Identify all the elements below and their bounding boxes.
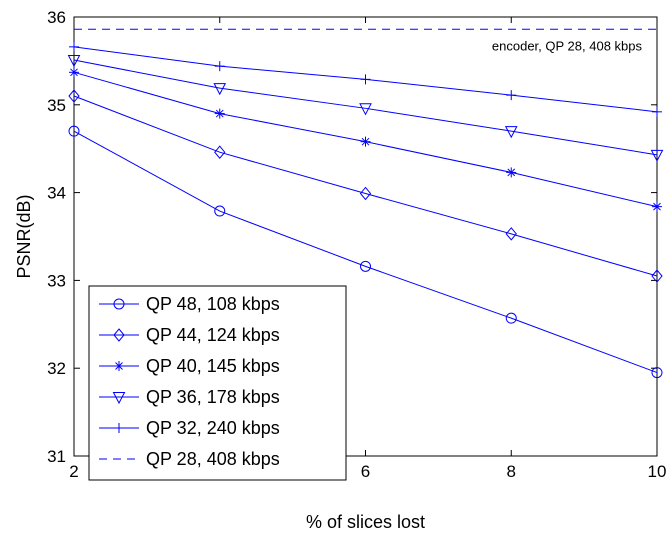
series-line xyxy=(73,59,658,156)
y-tick-label: 32 xyxy=(47,359,66,378)
legend-item-2: QP 40, 145 kbps xyxy=(99,356,280,376)
data-point xyxy=(214,108,225,119)
data-point xyxy=(213,83,227,96)
data-point xyxy=(505,227,517,241)
x-tick-label: 2 xyxy=(69,462,78,481)
y-tick-label: 34 xyxy=(47,184,66,203)
data-point xyxy=(652,106,662,117)
encoder-annotation: encoder, QP 28, 408 kbps xyxy=(492,38,643,53)
data-point xyxy=(651,367,663,379)
data-point xyxy=(359,186,372,201)
data-point xyxy=(506,167,517,178)
x-tick-label: 8 xyxy=(507,462,516,481)
legend-label: QP 48, 108 kbps xyxy=(146,294,280,314)
data-point xyxy=(67,55,81,68)
legend-item-1: QP 44, 124 kbps xyxy=(99,325,280,345)
legend-item-4: QP 32, 240 kbps xyxy=(99,418,280,438)
legend-marker xyxy=(112,392,126,405)
legend-label: QP 32, 240 kbps xyxy=(146,418,280,438)
legend-item-0: QP 48, 108 kbps xyxy=(99,294,280,314)
legend-marker xyxy=(113,328,125,342)
y-axis-label: PSNR(dB) xyxy=(14,194,34,278)
data-point xyxy=(650,149,664,162)
series-2 xyxy=(69,67,662,212)
legend-label: QP 40, 145 kbps xyxy=(146,356,280,376)
data-point xyxy=(214,145,226,159)
data-point xyxy=(68,125,80,137)
series-3 xyxy=(67,55,664,162)
series-1 xyxy=(68,89,663,283)
data-point xyxy=(360,260,371,272)
y-tick-label: 36 xyxy=(47,8,66,27)
data-point xyxy=(214,61,225,72)
series-4 xyxy=(69,41,662,117)
legend-item-5: QP 28, 408 kbps xyxy=(99,449,280,469)
x-tick-label: 6 xyxy=(361,462,370,481)
series-layer xyxy=(67,28,664,379)
series-line xyxy=(73,95,658,277)
data-point xyxy=(360,136,371,147)
data-point xyxy=(652,201,662,212)
axis-ticks: 246810313233343536 xyxy=(47,8,666,481)
y-tick-label: 31 xyxy=(47,447,66,466)
data-point xyxy=(69,41,79,52)
legend-label: QP 28, 408 kbps xyxy=(146,449,280,469)
legend-label: QP 36, 178 kbps xyxy=(146,387,280,407)
legend-marker xyxy=(114,423,124,433)
data-point xyxy=(651,269,663,283)
legend-marker xyxy=(114,361,124,371)
data-point xyxy=(506,90,517,101)
series-line xyxy=(73,130,658,374)
x-tick-label: 10 xyxy=(648,462,667,481)
legend-item-3: QP 36, 178 kbps xyxy=(99,387,280,407)
data-point xyxy=(504,126,518,139)
legend-label: QP 44, 124 kbps xyxy=(146,325,280,345)
data-point xyxy=(69,67,79,78)
x-axis-label: % of slices lost xyxy=(306,512,425,532)
data-point xyxy=(68,89,80,103)
series-0 xyxy=(68,125,663,379)
y-tick-label: 35 xyxy=(47,96,66,115)
legend-box xyxy=(88,285,347,481)
data-point xyxy=(505,312,517,324)
data-point xyxy=(359,103,372,116)
legend: QP 48, 108 kbps QP 44, 124 kbps QP 40, 145… xyxy=(88,285,347,481)
data-point xyxy=(360,74,371,85)
legend-marker xyxy=(113,298,125,310)
data-point xyxy=(214,205,226,217)
y-tick-label: 33 xyxy=(47,271,66,290)
